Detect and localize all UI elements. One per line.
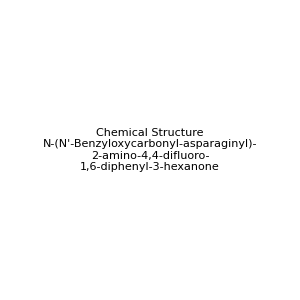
Text: Chemical Structure
N-(N'-Benzyloxycarbonyl-asparaginyl)-
2-amino-4,4-difluoro-
1: Chemical Structure N-(N'-Benzyloxycarbon… (43, 128, 257, 172)
